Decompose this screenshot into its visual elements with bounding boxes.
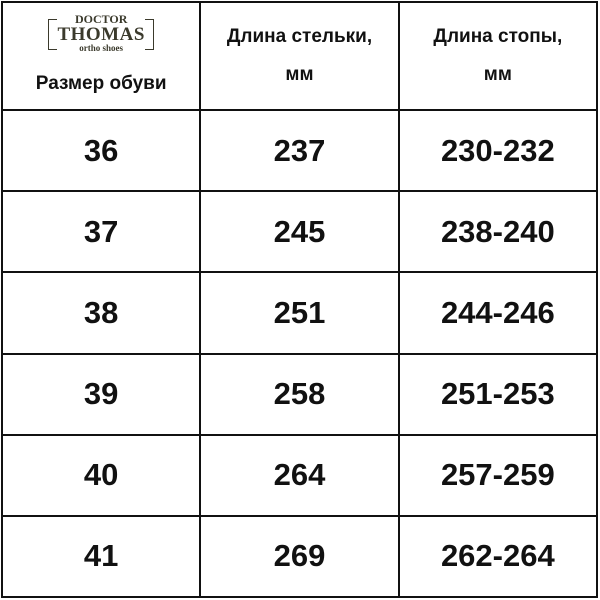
table-row: 36 237 230-232 (0, 109, 599, 193)
doctor-thomas-logo: DOCTOR THOMAS ortho shoes (48, 13, 154, 54)
header-insole-length: Длина стельки, мм (199, 0, 400, 112)
cell-insole-length: 251 (199, 271, 400, 355)
cell-insole-length: 245 (199, 190, 400, 274)
insole-unit: мм (285, 64, 314, 86)
logo-line2: THOMAS (57, 24, 145, 46)
foot-label: Длина стопы, (433, 26, 563, 48)
cell-foot-length: 257-259 (397, 433, 599, 517)
cell-size: 40 (0, 433, 202, 517)
cell-size: 38 (0, 271, 202, 355)
cell-size: 39 (0, 352, 202, 436)
header-size: DOCTOR THOMAS ortho shoes Размер обуви (0, 0, 202, 112)
header-size-label: Размер обуви (35, 73, 167, 95)
logo-line1: DOCTOR (57, 13, 145, 26)
cell-foot-length: 251-253 (397, 352, 599, 436)
table-row: 39 258 251-253 (0, 352, 599, 436)
cell-foot-length: 230-232 (397, 109, 599, 193)
table-row: 37 245 238-240 (0, 190, 599, 274)
table-row: 38 251 244-246 (0, 271, 599, 355)
cell-size: 41 (0, 514, 202, 599)
foot-unit: мм (483, 64, 512, 86)
cell-foot-length: 244-246 (397, 271, 599, 355)
cell-insole-length: 264 (199, 433, 400, 517)
cell-size: 37 (0, 190, 202, 274)
cell-insole-length: 269 (199, 514, 400, 599)
cell-insole-length: 258 (199, 352, 400, 436)
header-foot-length: Длина стопы, мм (397, 0, 599, 112)
table-row: 41 269 262-264 (0, 514, 599, 599)
logo-line3: ortho shoes (57, 44, 145, 54)
cell-insole-length: 237 (199, 109, 400, 193)
cell-size: 36 (0, 109, 202, 193)
cell-foot-length: 238-240 (397, 190, 599, 274)
header-row: DOCTOR THOMAS ortho shoes Размер обуви Д… (0, 0, 599, 112)
cell-foot-length: 262-264 (397, 514, 599, 599)
insole-label: Длина стельки, (226, 26, 373, 48)
table-row: 40 264 257-259 (0, 433, 599, 517)
